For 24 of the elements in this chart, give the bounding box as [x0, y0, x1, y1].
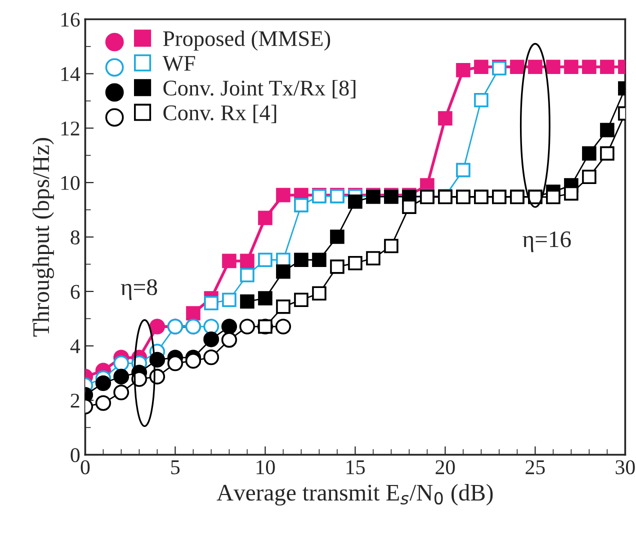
y-tick-label: 10 [61, 176, 80, 190]
legend-label: Conv. Rx [4] [163, 104, 276, 124]
x-tick-label: 20 [436, 460, 455, 474]
y-tick-label: 2 [70, 394, 80, 408]
y-tick-label: 8 [70, 230, 80, 244]
y-tick-label: 12 [61, 122, 80, 136]
y-axis-title: Throughput (bps/Hz) [32, 138, 54, 337]
x-tick-label: 25 [526, 460, 545, 474]
y-tick-label: 0 [70, 448, 80, 462]
legend-label: Conv. Joint Tx/Rx [8] [163, 80, 356, 98]
y-tick-label: 14 [61, 67, 80, 81]
x-tick-label: 0 [80, 460, 90, 474]
y-tick-label: 6 [70, 284, 80, 299]
legend-label: WF [162, 56, 196, 71]
y-tick-label: 16 [61, 12, 80, 27]
x-tick-label: 15 [346, 460, 365, 474]
y-tick-label: 4 [70, 339, 80, 354]
x-tick-label: 10 [256, 460, 275, 474]
x-tick-label: 5 [171, 460, 180, 474]
legend-label: Proposed (MMSE) [163, 30, 330, 51]
x-axis-title: Average transmit E$_{s}$/N$_{0}$ (dB) [216, 484, 493, 506]
annotation: η=16 [522, 231, 571, 252]
annotation: η=8 [120, 279, 158, 300]
x-tick-label: 30 [616, 460, 635, 474]
